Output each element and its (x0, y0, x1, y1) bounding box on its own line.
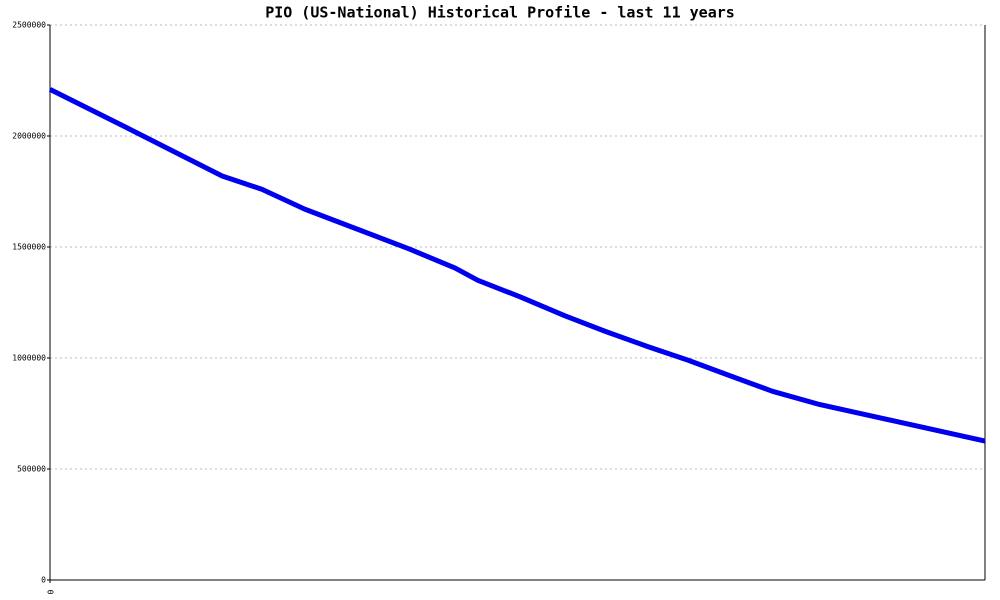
y-tick-label: 2000000 (12, 132, 46, 141)
y-tick-label: 0 (41, 576, 46, 585)
x-tick-label: 0 (46, 590, 55, 595)
y-tick-label: 1000000 (12, 354, 46, 363)
y-tick-label: 2500000 (12, 21, 46, 30)
data-line (48, 87, 986, 444)
y-tick-label: 500000 (17, 465, 46, 474)
y-tick-label: 1500000 (12, 243, 46, 252)
chart-title: PIO (US-National) Historical Profile - l… (265, 4, 735, 22)
